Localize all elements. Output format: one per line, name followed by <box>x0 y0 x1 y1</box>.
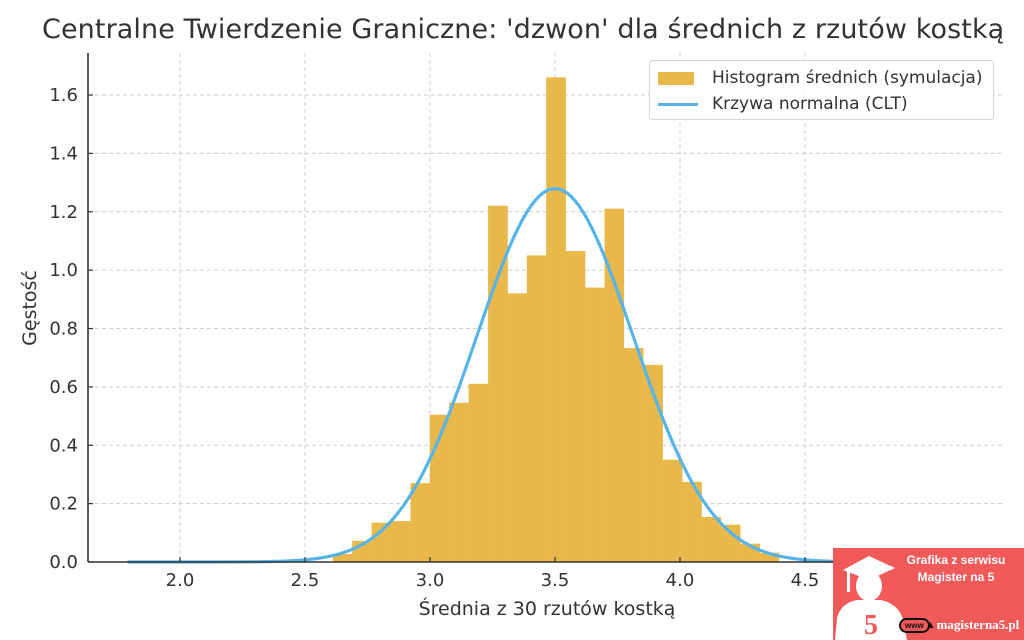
histogram-bar <box>565 251 586 563</box>
histogram-bar <box>623 347 644 563</box>
watermark-url-text: magisterna5.pl <box>936 617 1020 632</box>
chart-title: Centralne Twierdzenie Graniczne: 'dzwon'… <box>42 14 1005 45</box>
histogram-bar <box>662 459 683 563</box>
badge-number: 5 <box>864 610 878 640</box>
y-tick-label: 1.6 <box>49 85 78 106</box>
x-tick-label: 4.5 <box>791 570 820 591</box>
watermark-url: www ▲ magisterna5.pl <box>899 617 1019 633</box>
watermark-line2: Magister na 5 <box>917 570 995 584</box>
histogram-bar <box>507 293 528 563</box>
y-tick-label: 0.2 <box>49 494 78 515</box>
histogram-bar <box>410 483 431 563</box>
watermark-line1: Grafika z serwisu <box>906 553 1006 567</box>
x-axis-label: Średnia z 30 rzutów kostką <box>419 596 676 620</box>
y-tick-label: 0.0 <box>49 552 78 573</box>
histogram-bar <box>585 287 605 563</box>
watermark-logo: 5 Grafika z serwisu Magister na 5 www ▲ … <box>833 548 1024 640</box>
legend-item-histogram: Histogram średnich (symulacja) <box>658 66 982 90</box>
y-tick-label: 1.4 <box>49 143 78 164</box>
cursor-icon: ▲ <box>925 619 936 631</box>
y-tick-label: 0.8 <box>49 319 78 340</box>
y-tick-label: 1.0 <box>49 260 78 281</box>
histogram-bar <box>468 383 489 563</box>
legend-item-curve: Krzywa normalna (CLT) <box>658 92 908 116</box>
x-tick-label: 2.0 <box>166 570 195 591</box>
x-tick-label: 2.5 <box>291 570 320 591</box>
line-swatch-icon <box>658 102 698 106</box>
legend-label-histogram: Histogram średnich (symulacja) <box>712 68 983 88</box>
www-badge: www <box>899 617 930 633</box>
x-tick-label: 3.0 <box>416 570 445 591</box>
axes: 2.0 2.5 3.0 3.5 4.0 4.5 0.0 0.2 0.4 0.6 0.8 1.0 1.2 1… <box>49 53 1005 591</box>
x-tick-label: 3.5 <box>541 570 570 591</box>
histogram-bar <box>449 402 469 563</box>
histogram-bar <box>526 255 547 563</box>
histogram-bars <box>332 77 780 563</box>
histogram-bar <box>701 516 722 563</box>
histogram-swatch-icon <box>658 71 694 85</box>
y-tick-label: 0.6 <box>49 377 78 398</box>
y-axis-label: Gęstość <box>19 270 41 346</box>
x-tick-label: 4.0 <box>666 570 695 591</box>
graduate-silhouette-icon: 5 <box>835 556 907 640</box>
y-tick-label: 1.2 <box>49 202 78 223</box>
legend-label-curve: Krzywa normalna (CLT) <box>712 94 908 114</box>
legend: Histogram średnich (symulacja) Krzywa no… <box>649 60 994 120</box>
y-tick-label: 0.4 <box>49 435 78 456</box>
histogram-bar <box>391 520 411 563</box>
histogram-bar <box>546 77 566 563</box>
